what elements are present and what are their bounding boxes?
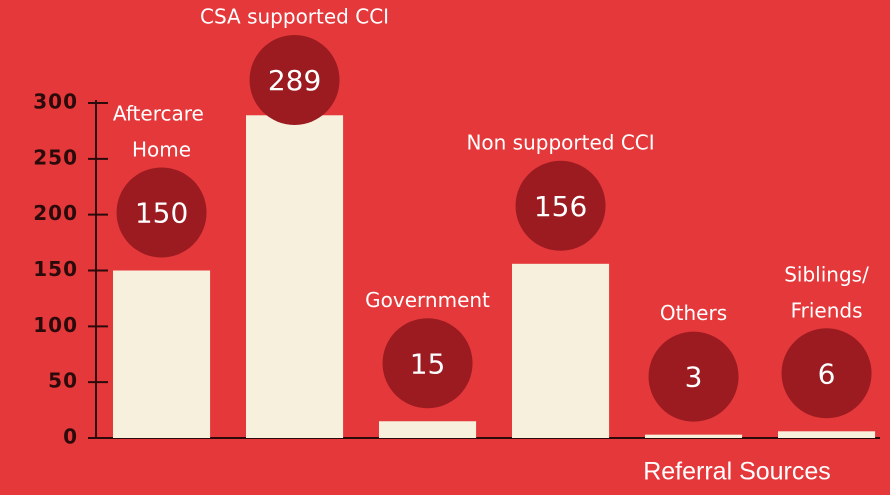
value-label: 6 xyxy=(818,357,836,390)
y-tick-label: 0 xyxy=(63,425,78,449)
value-badge xyxy=(648,331,739,422)
bar xyxy=(113,270,211,438)
value-badge xyxy=(781,328,872,419)
value-label: 156 xyxy=(534,190,587,223)
value-badge xyxy=(515,160,606,251)
value-label: 150 xyxy=(135,197,188,230)
value-badge xyxy=(116,167,207,258)
category-label: Non supported CCI xyxy=(466,130,654,154)
value-label: 15 xyxy=(410,347,446,380)
bar xyxy=(645,434,743,438)
category-label: Aftercare Home xyxy=(113,101,210,161)
category-label: CSA supported CCI xyxy=(200,5,389,29)
value-badge xyxy=(249,35,340,125)
x-axis-label: Referral Sources xyxy=(643,458,831,486)
category-label: Siblings/Friends xyxy=(784,262,869,322)
bar xyxy=(246,115,344,439)
category-label: Others xyxy=(660,301,727,325)
bar xyxy=(512,263,610,438)
value-label: 289 xyxy=(268,64,321,97)
value-badge xyxy=(382,318,473,409)
y-tick-label: 200 xyxy=(33,201,78,225)
y-tick-label: 100 xyxy=(33,313,78,337)
y-tick-label: 50 xyxy=(48,369,78,393)
y-tick-label: 250 xyxy=(33,145,78,169)
category-label: Government xyxy=(365,288,490,312)
bar xyxy=(379,421,477,438)
value-label: 3 xyxy=(685,361,703,394)
y-tick-label: 300 xyxy=(33,90,78,114)
y-tick-label: 150 xyxy=(33,257,78,281)
bar xyxy=(778,431,876,438)
